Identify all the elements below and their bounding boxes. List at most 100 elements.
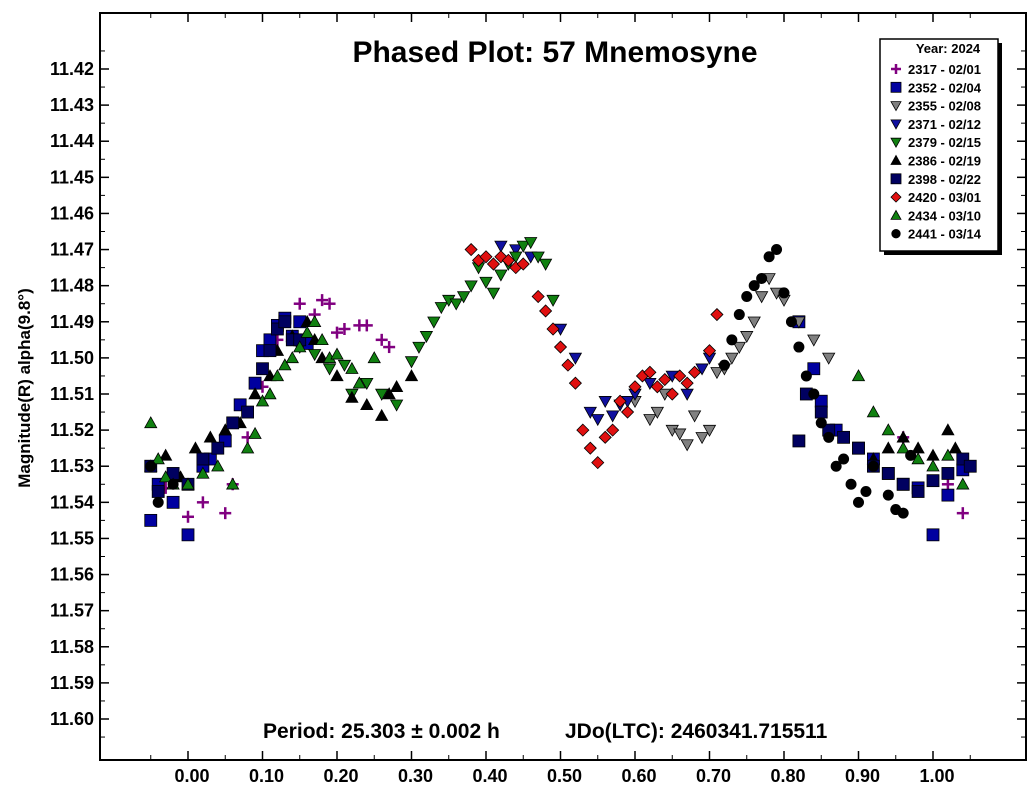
data-point	[158, 470, 173, 483]
data-point	[226, 416, 240, 430]
data-point	[516, 240, 530, 253]
data-point	[315, 333, 329, 346]
data-point	[167, 478, 179, 490]
data-point	[926, 528, 940, 542]
data-point	[240, 441, 255, 454]
data-point	[800, 370, 812, 382]
data-point	[778, 287, 790, 299]
data-point	[754, 291, 769, 304]
y-tick-label: 11.44	[50, 131, 94, 151]
legend-marker	[891, 229, 901, 239]
data-point	[673, 428, 687, 441]
data-point	[605, 410, 620, 423]
y-tick-label: 11.50	[50, 348, 94, 368]
data-point	[330, 347, 344, 360]
data-point	[464, 280, 478, 293]
data-point	[956, 477, 970, 490]
data-point	[479, 276, 493, 289]
data-point	[345, 390, 359, 403]
x-tick-label: 0.00	[174, 766, 209, 786]
data-point	[941, 478, 954, 491]
data-point	[181, 528, 195, 542]
data-point	[152, 496, 164, 508]
data-point	[531, 251, 545, 264]
legend-marker	[890, 173, 902, 185]
series-2	[628, 273, 836, 452]
data-point	[538, 258, 553, 271]
x-tick-label: 0.10	[249, 766, 284, 786]
x-tick-label: 0.50	[547, 766, 582, 786]
y-tick-label: 11.42	[50, 59, 94, 79]
data-point	[270, 369, 285, 382]
y-tick-label: 11.47	[50, 240, 94, 260]
data-point	[248, 387, 262, 400]
data-point	[412, 341, 426, 354]
series-7	[464, 242, 724, 470]
data-point	[307, 314, 322, 327]
data-point	[434, 302, 448, 315]
data-point	[278, 358, 292, 371]
data-point	[650, 406, 665, 419]
y-axis-label: Magnitude(R) alpha(9.8°)	[15, 288, 34, 487]
data-point	[748, 280, 760, 292]
data-point	[725, 352, 739, 365]
jdo-label: JDo(LTC): 2460341.715511	[565, 720, 828, 743]
data-point	[561, 358, 575, 372]
legend-label: 2398 - 02/22	[908, 172, 981, 187]
data-point	[531, 289, 545, 304]
data-point	[665, 387, 679, 401]
data-point	[591, 456, 605, 470]
y-tick-label: 11.43	[50, 95, 94, 115]
data-point	[196, 496, 209, 509]
y-tick-label: 11.60	[50, 709, 94, 729]
data-point	[852, 441, 865, 455]
data-point	[963, 459, 977, 473]
data-point	[941, 423, 955, 436]
data-point	[278, 315, 292, 329]
data-point	[375, 333, 388, 346]
x-tick-label: 1.00	[919, 766, 954, 786]
data-point	[256, 362, 269, 376]
data-point	[851, 369, 866, 382]
data-point	[248, 426, 262, 439]
data-point	[144, 416, 158, 429]
data-point	[905, 449, 917, 461]
data-point	[882, 489, 894, 501]
data-point	[673, 369, 687, 383]
data-point	[196, 466, 210, 479]
data-point	[881, 467, 895, 480]
data-point	[375, 408, 389, 421]
legend-label: 2371 - 02/12	[908, 117, 981, 132]
data-point	[524, 237, 538, 250]
data-point	[546, 294, 560, 307]
data-point	[837, 430, 850, 444]
data-point	[733, 309, 745, 321]
data-point	[830, 460, 842, 472]
data-point	[516, 257, 530, 271]
data-point	[337, 359, 352, 372]
series-3	[494, 240, 717, 427]
data-point	[785, 316, 797, 328]
data-point	[211, 459, 225, 472]
legend: Year: 2024 2317 - 02/01 2352 - 02/04 2355 …	[879, 38, 1002, 255]
data-point	[643, 414, 657, 427]
data-point	[896, 441, 910, 454]
x-tick-label: 0.70	[696, 766, 731, 786]
data-point	[896, 477, 910, 491]
period-label: Period: 25.303 ± 0.002 h	[263, 720, 500, 743]
data-point	[702, 424, 717, 437]
chart-title: Phased Plot: 57 Mnemosyne	[352, 36, 757, 69]
data-point	[771, 244, 783, 256]
legend-label: 2434 - 03/10	[908, 208, 981, 223]
data-point	[568, 376, 582, 390]
x-tick-label: 0.80	[770, 766, 805, 786]
data-point	[345, 361, 359, 374]
data-point	[293, 340, 307, 353]
y-tick-label: 11.57	[50, 601, 94, 621]
data-point	[389, 379, 404, 392]
data-point	[151, 485, 165, 498]
x-tick-label: 0.60	[621, 766, 656, 786]
data-point	[486, 257, 501, 271]
legend-marker	[890, 119, 902, 130]
data-point	[881, 423, 895, 436]
